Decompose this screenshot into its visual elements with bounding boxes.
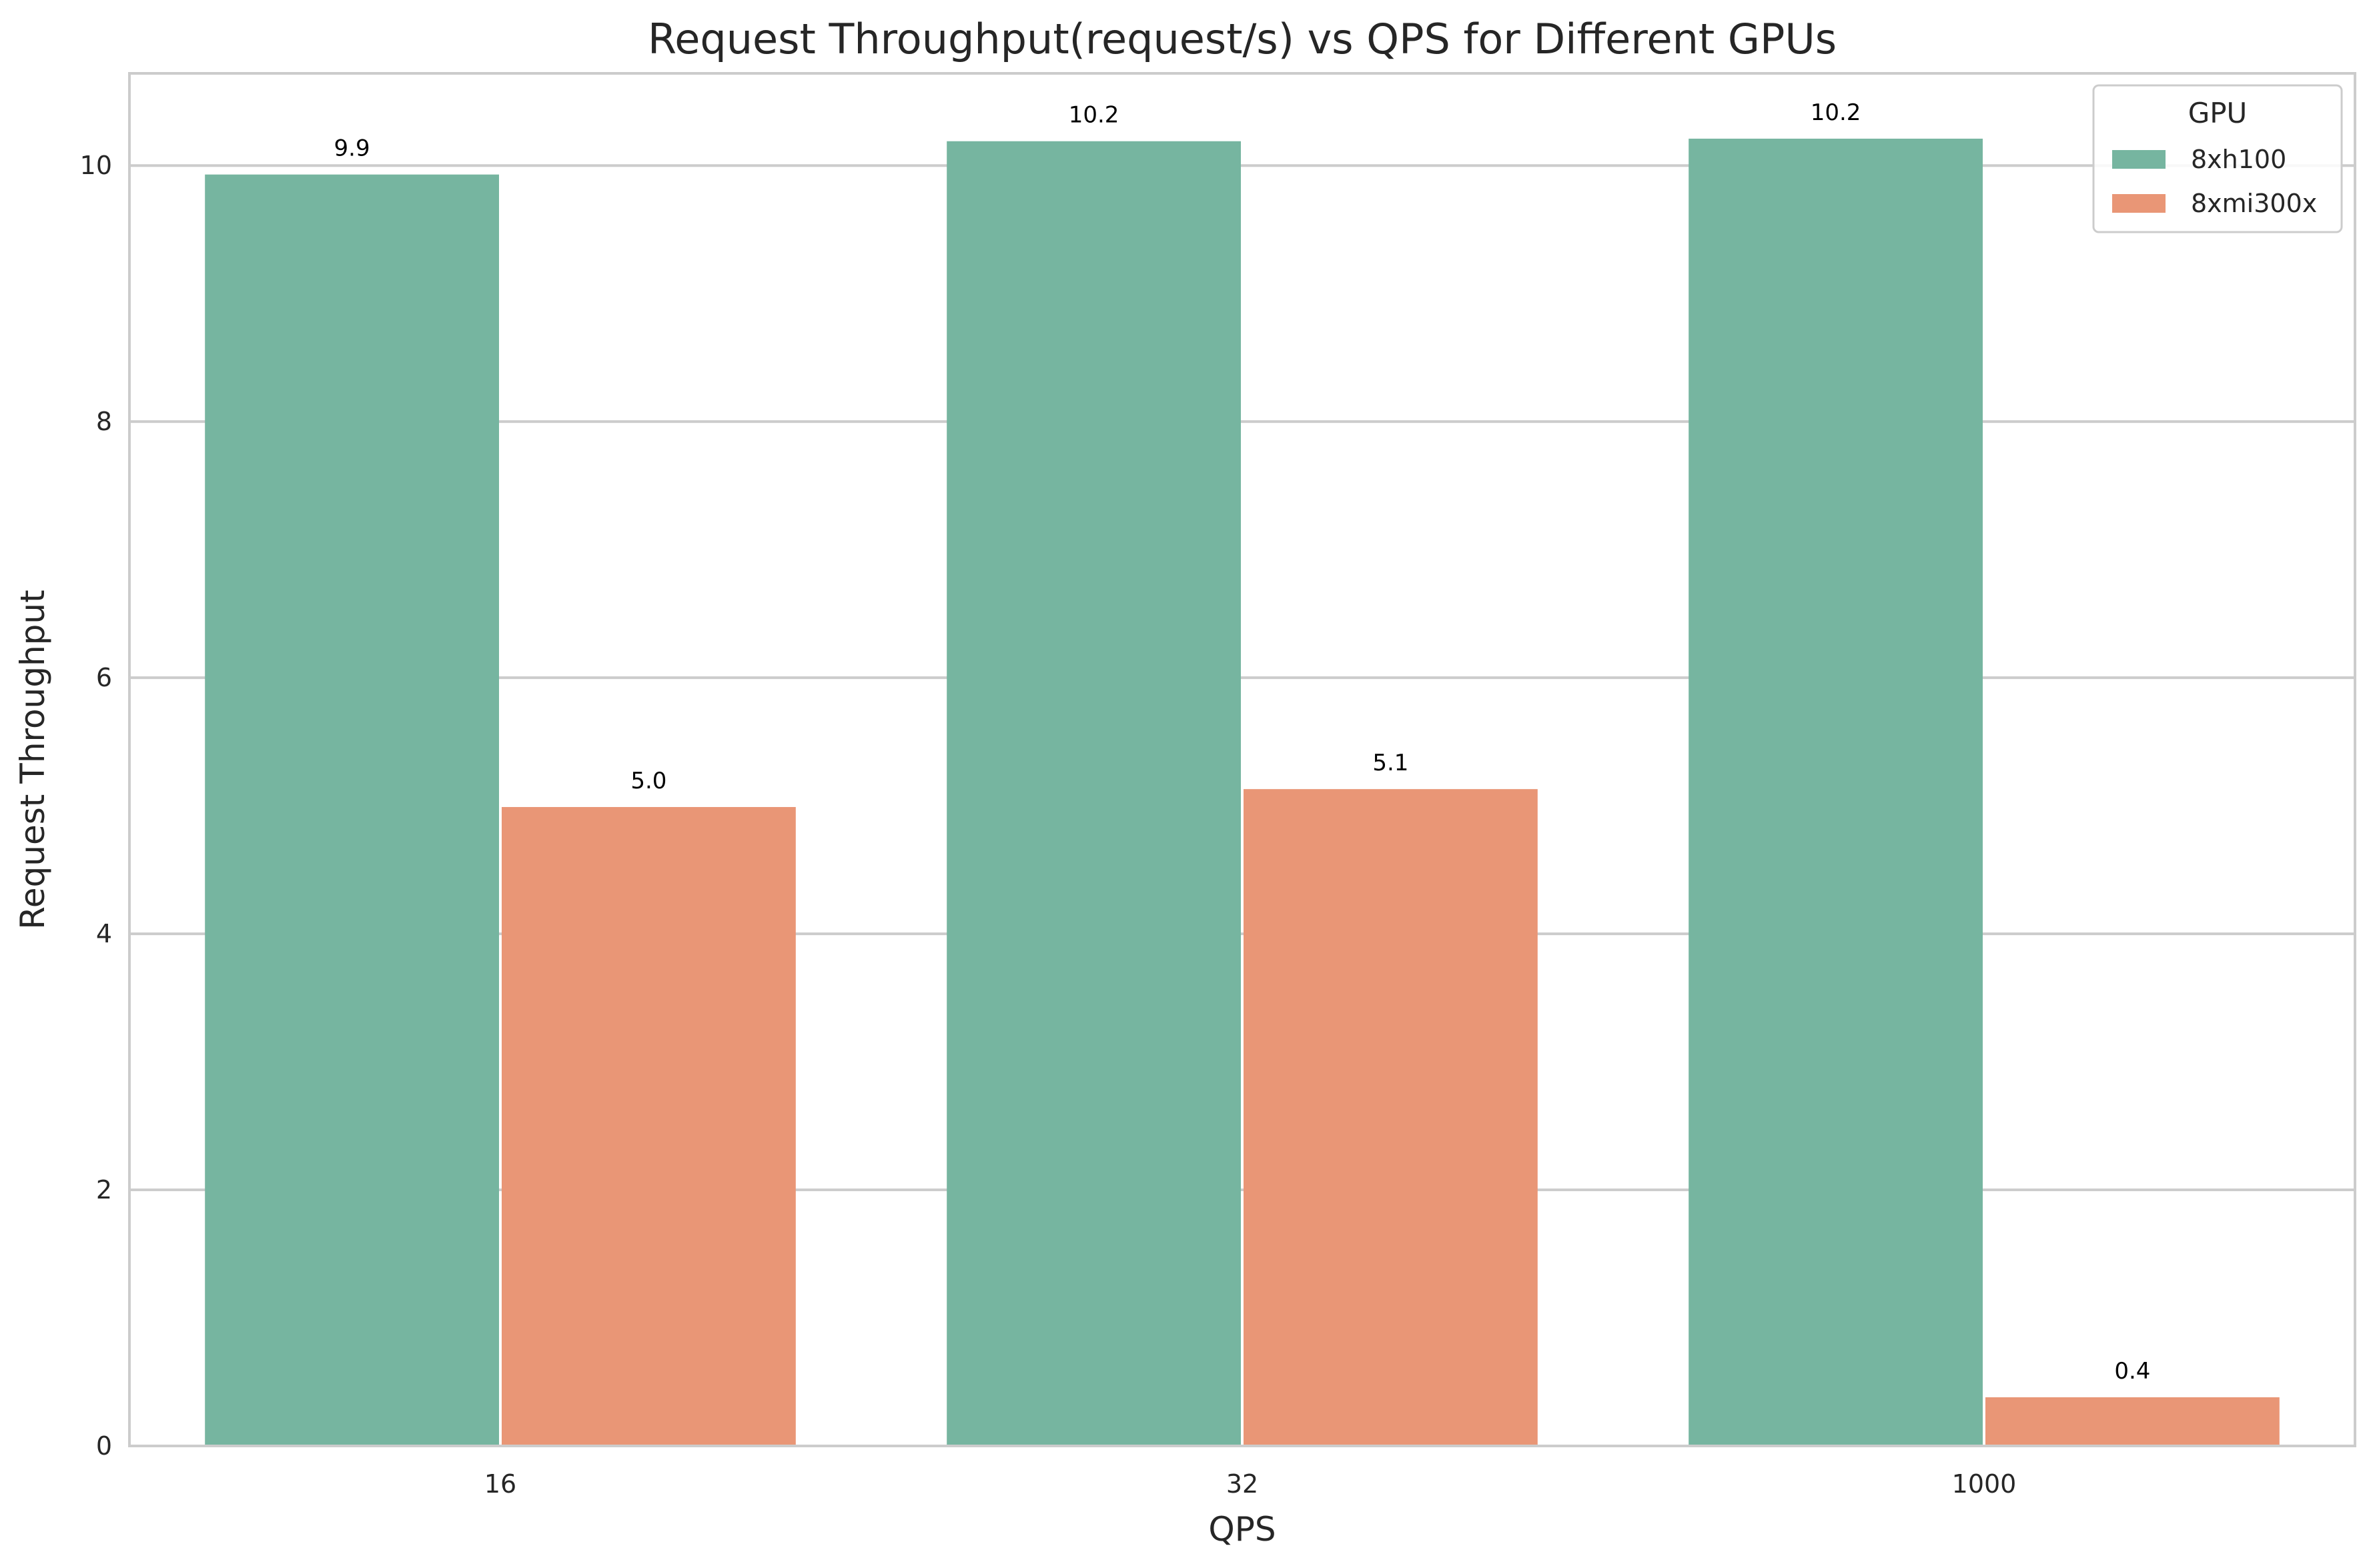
y-tick-label-8: 8 <box>96 407 112 436</box>
x-axis-label: QPS <box>1208 1510 1276 1549</box>
legend-swatch-8xmi300x <box>2112 194 2166 213</box>
bar-8xmi300x-qps-16 <box>502 807 796 1446</box>
legend-label-8xmi300x: 8xmi300x <box>2191 189 2317 218</box>
bar-8xmi300x-qps-1000 <box>1985 1397 2280 1446</box>
bars <box>205 138 2280 1447</box>
x-tick-label-1000: 1000 <box>1952 1469 2017 1499</box>
x-tick-label-32: 32 <box>1226 1469 1258 1499</box>
chart-title: Request Throughput(request/s) vs QPS for… <box>648 15 1837 63</box>
bar-8xmi300x-qps-32 <box>1244 789 1538 1446</box>
y-tick-label-6: 6 <box>96 663 112 692</box>
data-labels: 9.9 5.0 10.2 5.1 10.2 0.4 <box>334 99 2151 1385</box>
plot-frame <box>128 72 2356 1447</box>
y-tick-label-10: 10 <box>80 151 112 180</box>
y-axis-label: Request Throughput <box>13 590 52 929</box>
legend-swatch-8xh100 <box>2112 150 2166 169</box>
y-axis-ticks: 0 2 4 6 8 10 <box>80 151 112 1461</box>
data-label-8xmi300x-qps-32: 5.1 <box>1372 750 1408 776</box>
x-tick-label-16: 16 <box>484 1469 516 1499</box>
data-label-8xh100-qps-1000: 10.2 <box>1811 99 1861 126</box>
x-axis-ticks: 16 32 1000 <box>484 1469 2017 1499</box>
bar-8xh100-qps-1000 <box>1689 138 1983 1447</box>
bar-8xh100-qps-32 <box>947 141 1241 1446</box>
y-tick-label-4: 4 <box>96 919 112 948</box>
data-label-8xh100-qps-16: 9.9 <box>334 135 370 162</box>
data-label-8xmi300x-qps-1000: 0.4 <box>2114 1358 2150 1385</box>
y-tick-label-2: 2 <box>96 1175 112 1205</box>
data-label-8xmi300x-qps-16: 5.0 <box>630 768 666 794</box>
data-label-8xh100-qps-32: 10.2 <box>1069 102 1119 129</box>
y-tick-label-0: 0 <box>96 1431 112 1461</box>
legend-label-8xh100: 8xh100 <box>2191 145 2286 174</box>
legend-title: GPU <box>2188 97 2248 129</box>
bar-8xh100-qps-16 <box>205 174 499 1446</box>
legend: GPU 8xh100 8xmi300x <box>2092 84 2343 233</box>
